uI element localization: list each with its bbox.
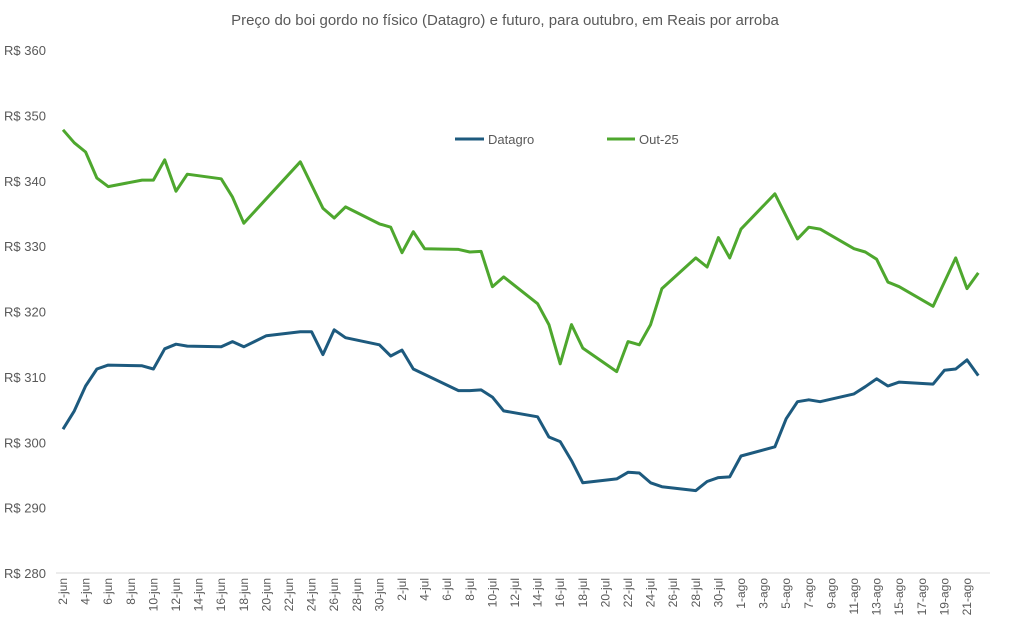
x-tick-label: 22-jun [282, 578, 296, 611]
x-tick-label: 18-jul [576, 578, 590, 607]
x-tick-label: 10-jun [146, 578, 160, 611]
x-tick-label: 30-jul [711, 578, 725, 607]
y-tick-label: R$ 300 [4, 435, 46, 450]
x-tick-label: 20-jul [598, 578, 612, 607]
x-tick-label: 18-jun [237, 578, 251, 611]
x-tick-label: 10-jul [485, 578, 499, 607]
legend: Datagro Out-25 [455, 132, 679, 147]
x-tick-label: 16-jul [553, 578, 567, 607]
x-tick-label: 20-jun [259, 578, 273, 611]
x-tick-label: 11-ago [847, 578, 861, 615]
x-tick-label: 26-jun [327, 578, 341, 611]
x-tick-label: 3-ago [757, 578, 771, 609]
x-axis: 2-jun 4-jun 6-jun 8-jun 10-jun 12-jun 14-jun 16… [56, 578, 974, 616]
x-tick-label: 8-jul [463, 578, 477, 601]
y-tick-label: R$ 340 [4, 174, 46, 189]
x-tick-label: 19-ago [937, 578, 951, 616]
x-tick-label: 15-ago [892, 578, 906, 616]
x-tick-label: 6-jul [440, 578, 454, 601]
y-tick-label: R$ 280 [4, 566, 46, 581]
series-line-out-25 [63, 130, 978, 372]
x-tick-label: 6-jun [101, 578, 115, 605]
x-tick-label: 2-jun [56, 578, 70, 605]
series-line-datagro [63, 330, 978, 491]
x-tick-label: 24-jun [305, 578, 319, 611]
x-tick-label: 1-ago [734, 578, 748, 609]
legend-label-datagro: Datagro [488, 132, 534, 147]
x-tick-label: 30-jun [372, 578, 386, 611]
x-tick-label: 12-jul [508, 578, 522, 607]
legend-label-out-25: Out-25 [639, 132, 679, 147]
x-tick-label: 22-jul [621, 578, 635, 607]
x-tick-label: 16-jun [214, 578, 228, 611]
x-tick-label: 4-jul [418, 578, 432, 601]
x-tick-label: 26-jul [666, 578, 680, 607]
x-tick-label: 13-ago [870, 578, 884, 616]
x-tick-label: 24-jul [644, 578, 658, 607]
y-tick-label: R$ 360 [4, 43, 46, 58]
x-tick-label: 8-jun [124, 578, 138, 605]
chart-title: Preço do boi gordo no físico (Datagro) e… [231, 12, 779, 29]
y-axis: R$ 280 R$ 290 R$ 300 R$ 310 R$ 320 R$ 330 R$ 3… [4, 43, 46, 581]
x-tick-label: 28-jul [689, 578, 703, 607]
x-tick-label: 28-jun [350, 578, 364, 611]
y-tick-label: R$ 320 [4, 305, 46, 320]
x-tick-label: 12-jun [169, 578, 183, 611]
y-tick-label: R$ 290 [4, 501, 46, 516]
x-tick-label: 21-ago [960, 578, 974, 616]
x-tick-label: 7-ago [802, 578, 816, 609]
x-tick-label: 14-jul [531, 578, 545, 607]
x-tick-label: 4-jun [79, 578, 93, 605]
y-tick-label: R$ 350 [4, 108, 46, 123]
x-tick-label: 9-ago [824, 578, 838, 609]
x-tick-label: 2-jul [395, 578, 409, 601]
x-tick-label: 5-ago [779, 578, 793, 609]
x-tick-label: 17-ago [915, 578, 929, 616]
series-lines [63, 130, 978, 491]
y-tick-label: R$ 330 [4, 239, 46, 254]
y-tick-label: R$ 310 [4, 370, 46, 385]
x-tick-label: 14-jun [192, 578, 206, 611]
